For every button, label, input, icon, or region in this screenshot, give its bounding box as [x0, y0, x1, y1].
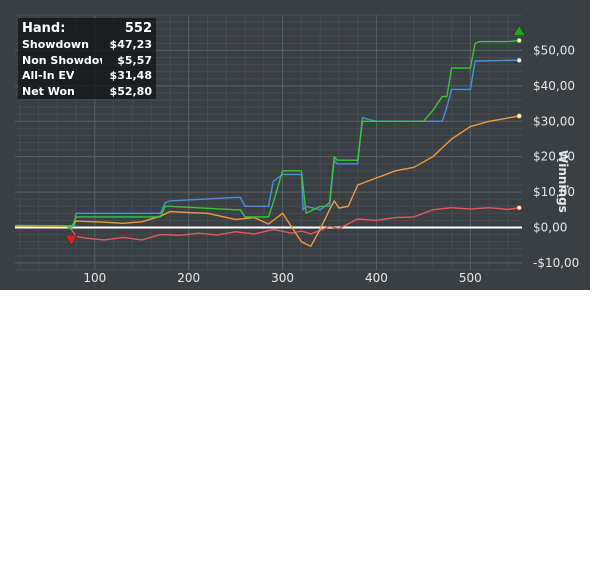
series-line-non-showdown — [14, 206, 520, 241]
info-row-net-won: Net Won $52,80 — [22, 84, 152, 100]
y-axis: -$10,00 $0,00 $10,00 $20,00 $30,00 $40,00 $50,… — [533, 43, 579, 269]
series-layer — [14, 37, 522, 248]
info-value: $5,57 — [117, 53, 152, 67]
series-end-point-net-won — [516, 37, 522, 43]
info-label: Showdown — [22, 38, 89, 51]
x-tick-label: 100 — [83, 271, 106, 285]
low-point-marker — [64, 234, 78, 246]
series-end-point-non-showdown — [516, 205, 522, 211]
info-value: $47,23 — [109, 38, 152, 51]
marker-layer — [64, 25, 526, 246]
y-tick-label: $40,00 — [533, 79, 575, 93]
series-line-all-in-ev — [14, 115, 520, 248]
series-line-showdown — [15, 59, 520, 228]
hand-value: 552 — [124, 21, 152, 36]
info-row-showdown: Showdown $47,23 — [22, 37, 152, 53]
info-row-non-showdown: Non Showdown $5,57 — [22, 53, 152, 69]
y-axis-label: Winnings — [556, 150, 570, 213]
info-value: $52,80 — [109, 84, 152, 98]
high-point-marker — [512, 25, 526, 36]
x-tick-label: 200 — [177, 271, 200, 285]
series-end-point-showdown — [516, 57, 522, 63]
y-tick-label: $20,00 — [533, 150, 575, 164]
chart-panel: 100 200 300 400 500 -$10,00 $0,00 $10,00 $20,00… — [0, 0, 590, 290]
info-row-hand: Hand: 552 — [22, 20, 152, 37]
info-label: Net Won — [22, 84, 75, 98]
y-tick-label: $0,00 — [533, 221, 567, 235]
y-tick-label: $50,00 — [533, 43, 575, 57]
info-value: $31,48 — [109, 69, 152, 82]
series-end-point-all-in-ev — [516, 113, 522, 119]
hand-info-box: Hand: 552 Showdown $47,23 Non Showdown $… — [18, 18, 156, 99]
y-tick-label: $10,00 — [533, 185, 575, 199]
x-tick-label: 400 — [365, 271, 388, 285]
x-axis: 100 200 300 400 500 — [83, 271, 481, 285]
hand-label: Hand: — [22, 21, 66, 36]
y-tick-label: -$10,00 — [533, 256, 579, 270]
info-label: Non Showdown — [22, 53, 102, 67]
series-line-net-won — [14, 39, 520, 230]
x-tick-label: 500 — [459, 271, 482, 285]
y-tick-label: $30,00 — [533, 114, 575, 128]
x-tick-label: 300 — [271, 271, 294, 285]
info-row-all-in-ev: All-In EV $31,48 — [22, 68, 152, 84]
info-label: All-In EV — [22, 69, 75, 82]
